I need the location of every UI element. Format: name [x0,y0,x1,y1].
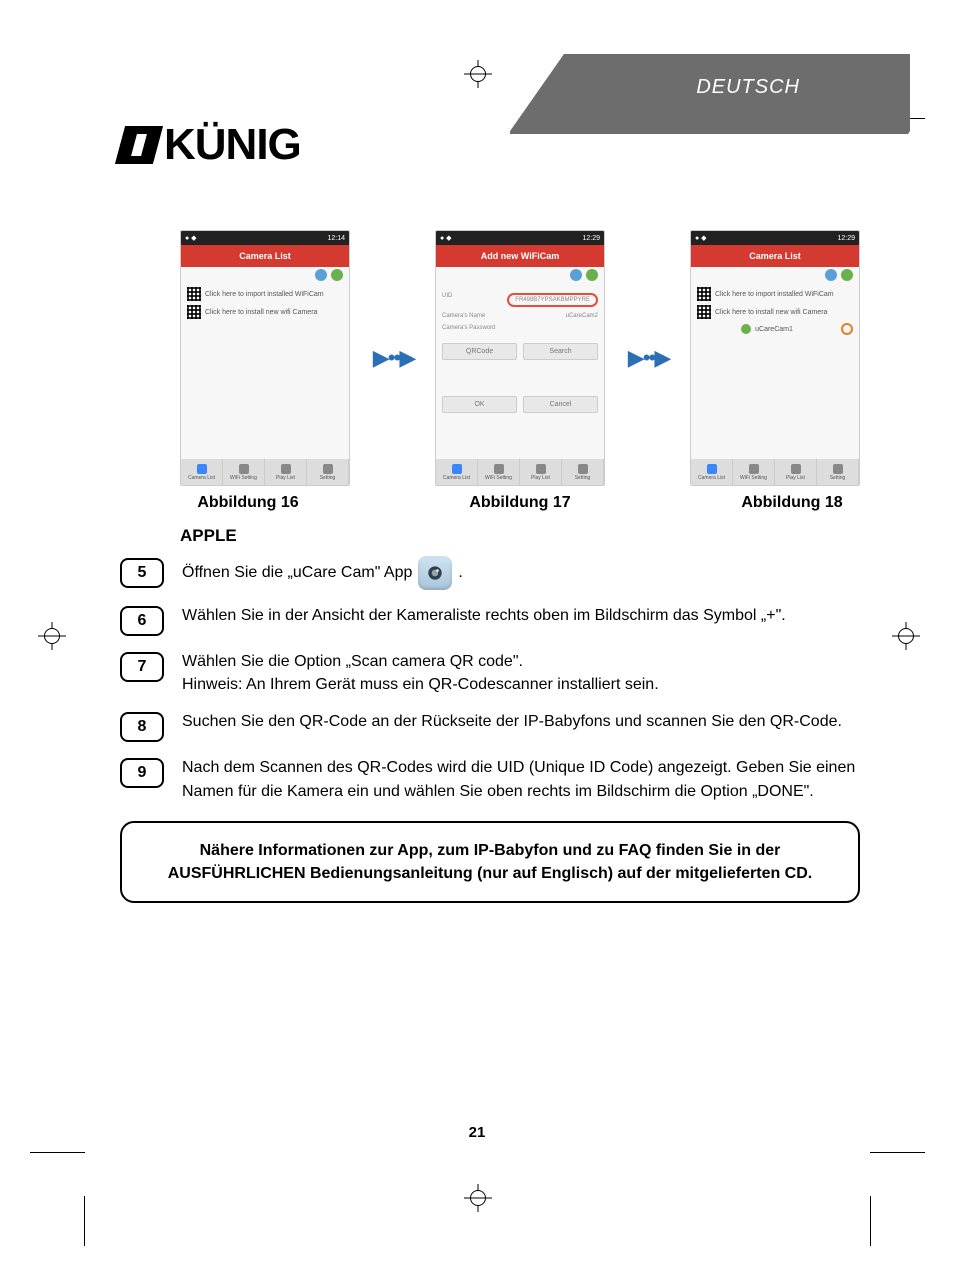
crop-mark-bl-v [84,1196,85,1246]
uid-highlight: FR498B7YPSAKBMPPYRE [507,293,598,307]
brand-logo: KÜNIG [120,120,301,170]
step-5-text-post: . [458,561,462,584]
cancel-button[interactable]: Cancel [523,396,598,413]
phone3-title: Camera List [691,245,859,267]
step-7-num: 7 [120,652,164,682]
phone3-row1: Click here to import installed WiFiCam [715,291,834,298]
arrow-1: ▶ • • ▶ [373,345,413,371]
step-6-text: Wählen Sie in der Ansicht der Kameralist… [182,604,860,627]
crop-mark-bl-h [30,1152,85,1153]
caption-18: Abbildung 18 [724,494,860,512]
phone2-title: Add new WiFiCam [436,245,604,267]
screenshot-18: ● ◆12:29 Camera List Click here to impor… [690,230,860,486]
ucare-cam-app-icon [418,556,452,590]
status-time-2: 12:29 [582,235,600,242]
crop-crosshair-bottom [464,1184,492,1212]
step-8-text: Suchen Sie den QR-Code an der Rückseite … [182,710,860,733]
language-tab: DEUTSCH [510,54,910,154]
arrow-2: ▶ • • ▶ [628,345,668,371]
ok-button[interactable]: OK [442,396,517,413]
step-7-line1: Wählen Sie die Option „Scan camera QR co… [182,650,860,673]
search-button[interactable]: Search [523,343,598,360]
phone1-row1: Click here to import installed WiFiCam [205,291,324,298]
step-5-num: 5 [120,558,164,588]
phone3-row3: uCareCam1 [755,326,793,333]
brand-logo-text: KÜNIG [164,120,301,170]
qrcode-button[interactable]: QRCode [442,343,517,360]
info-box: Nähere Informationen zur App, zum IP-Bab… [120,821,860,903]
caption-17: Abbildung 17 [452,494,588,512]
phone1-title: Camera List [181,245,349,267]
step-7-line2: Hinweis: An Ihrem Gerät muss ein QR-Code… [182,673,860,696]
step-9-num: 9 [120,758,164,788]
step-9-text: Nach dem Scannen des QR-Codes wird die U… [182,756,860,802]
phone1-row2: Click here to install new wifi Camera [205,309,317,316]
apple-heading: APPLE [180,526,860,546]
page-number: 21 [0,1124,954,1141]
screenshot-16: ● ◆12:14 Camera List Click here to impor… [180,230,350,486]
status-time-1: 12:14 [327,235,345,242]
brand-logo-mark [115,126,163,164]
language-label: DEUTSCH [696,76,800,99]
screenshot-17: ● ◆12:29 Add new WiFiCam UIDFR498B7YPSAK… [435,230,605,486]
step-8-num: 8 [120,712,164,742]
crop-crosshair-right [892,622,920,650]
step-5-text-pre: Öffnen Sie die „uCare Cam" App [182,561,412,584]
step-6-num: 6 [120,606,164,636]
phone3-row2: Click here to install new wifi Camera [715,309,827,316]
crop-crosshair-top [464,60,492,88]
caption-16: Abbildung 16 [180,494,316,512]
status-time-3: 12:29 [837,235,855,242]
crop-mark-br-h [870,1152,925,1153]
crop-mark-br-v [870,1196,871,1246]
crop-crosshair-left [38,622,66,650]
